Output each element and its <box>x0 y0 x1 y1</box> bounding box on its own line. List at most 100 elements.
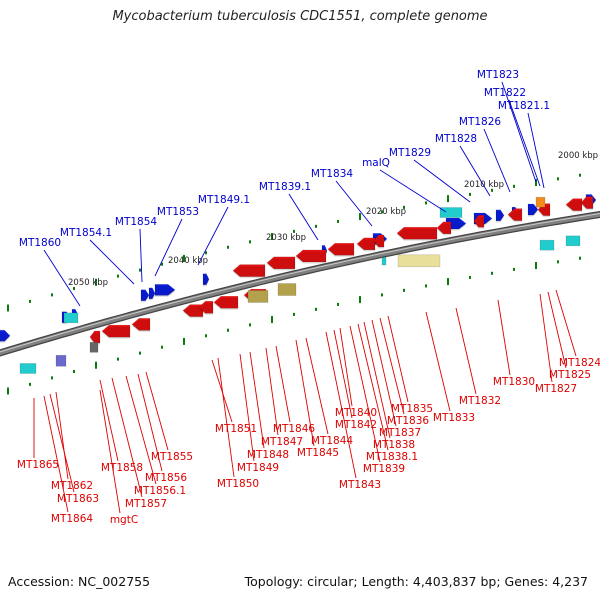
tick-mark <box>227 245 229 249</box>
leader-line <box>539 293 553 383</box>
tick-mark <box>73 287 75 291</box>
reverse-gene-arrow-shadow <box>581 198 593 211</box>
forward-gene-label: MT1849.1 <box>198 194 250 206</box>
forward-gene-arrow-shadow <box>203 275 209 287</box>
genome-title: Mycobacterium tuberculosis CDC1551, comp… <box>112 9 488 24</box>
reverse-gene-label: MT1844 <box>311 435 354 447</box>
forward-gene-label: malQ <box>362 157 390 169</box>
reverse-gene-arrow <box>580 196 594 209</box>
reverse-gene-arrow <box>213 295 239 309</box>
leader-line <box>508 99 541 187</box>
reverse-gene-arrow <box>232 264 266 277</box>
tick-mark <box>205 334 207 338</box>
tick-mark <box>403 288 405 292</box>
reverse-gene-label: MT1837 <box>379 427 421 439</box>
leader-line <box>239 353 255 462</box>
backbone-group <box>0 210 600 357</box>
leader-line <box>125 375 157 485</box>
forward-gene-arrow <box>148 287 156 300</box>
leader-line <box>413 159 471 203</box>
reverse-gene-arrow-shadow <box>183 306 203 319</box>
forward-gene-arrow-shadow <box>528 205 538 217</box>
tick-mark <box>205 251 207 255</box>
leader-line <box>527 112 545 189</box>
leader-line <box>547 291 567 369</box>
reverse-gene-arrow <box>565 198 583 211</box>
leader-line <box>349 325 381 463</box>
tick-mark <box>315 224 317 228</box>
reverse-gene-arrow-shadow <box>214 297 238 310</box>
trna-feature <box>63 312 79 324</box>
leader-line <box>99 389 121 514</box>
leader-line <box>333 329 353 419</box>
tick-mark <box>557 177 559 181</box>
tick-mark <box>7 304 9 312</box>
gene-features <box>0 194 597 374</box>
leader-line <box>379 317 405 415</box>
accession-text: Accession: NC_002755 <box>8 574 151 589</box>
reverse-gene-arrow-shadow <box>102 326 130 339</box>
leader-line <box>154 218 183 277</box>
forward-gene-label: MT1834 <box>311 168 354 180</box>
reverse-gene-arrow <box>295 249 327 263</box>
reverse-gene-arrow-shadow <box>267 258 295 271</box>
tick-mark <box>95 361 97 369</box>
tick-mark <box>381 210 383 214</box>
tick-mark <box>29 382 31 386</box>
tick-mark <box>381 293 383 297</box>
leader-line <box>288 193 319 241</box>
leader-line <box>249 351 265 449</box>
forward-gene-label: MT1860 <box>19 237 61 249</box>
reverse-gene-arrow <box>396 226 438 240</box>
trna-feature <box>19 363 37 374</box>
tick-mark <box>51 376 53 380</box>
scale-label: 2000 kbp <box>558 151 598 161</box>
misc-feature <box>89 342 99 353</box>
reverse-gene-label: MT1832 <box>459 395 501 407</box>
reverse-gene-label: MT1842 <box>335 419 377 431</box>
leader-line <box>379 169 447 213</box>
reverse-gene-label: MT1825 <box>549 369 591 381</box>
tick-mark <box>161 262 163 266</box>
reverse-gene-label: MT1840 <box>335 407 377 419</box>
reverse-gene-arrow <box>436 221 452 235</box>
scale-label: 2010 kbp <box>464 180 504 190</box>
label-leaders <box>33 81 577 514</box>
reverse-gene-arrow <box>327 242 355 256</box>
reverse-gene-arrow-shadow <box>132 319 150 332</box>
tick-mark <box>117 274 119 278</box>
forward-gene-label: MT1826 <box>459 116 502 128</box>
tick-mark <box>337 219 339 223</box>
tick-mark <box>293 312 295 316</box>
leader-line <box>501 81 537 183</box>
reverse-gene-label: MT1864 <box>51 513 94 525</box>
reverse-gene-label: MT1845 <box>297 447 339 459</box>
forward-gene-arrow-shadow <box>149 289 155 301</box>
reverse-gene-arrow-shadow <box>397 228 437 241</box>
leader-line <box>49 393 75 493</box>
reverse-gene-arrow-shadow <box>328 244 354 257</box>
tick-mark <box>403 205 405 209</box>
reverse-gene-arrow <box>89 330 101 344</box>
leader-line <box>197 206 229 266</box>
reverse-gene-label: MT1827 <box>535 383 577 395</box>
trna-feature <box>439 207 463 218</box>
reverse-gene-label: MT1824 <box>559 357 600 369</box>
leader-line <box>43 395 69 513</box>
genome-stats-text: Topology: circular; Length: 4,403,837 bp… <box>244 574 588 589</box>
tick-mark <box>359 213 361 221</box>
leader-line <box>55 391 69 480</box>
trna-feature <box>565 235 581 247</box>
reverse-gene-arrow <box>356 237 376 251</box>
scale-label: 2020 kbp <box>366 207 406 217</box>
forward-gene-label: MT1854.1 <box>60 227 112 239</box>
reverse-gene-arrow-shadow <box>508 210 522 223</box>
leader-line <box>357 323 389 451</box>
tick-mark <box>51 293 53 297</box>
reverse-gene-arrow-shadow <box>233 266 265 279</box>
leader-line <box>363 321 391 439</box>
forward-gene-arrow-shadow <box>141 291 149 303</box>
reverse-gene-arrow <box>131 318 151 331</box>
reverse-gene-arrow <box>182 304 204 317</box>
